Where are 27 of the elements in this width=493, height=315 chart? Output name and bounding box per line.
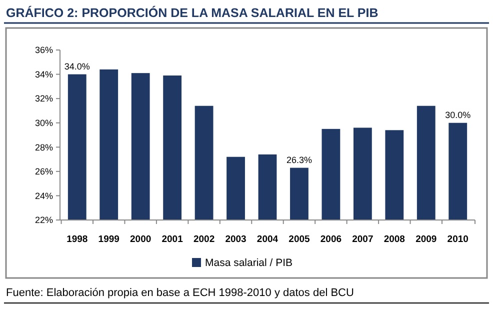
x-tick-label: 2007 (352, 234, 374, 245)
x-tick-label: 2008 (384, 234, 405, 245)
x-tick-label: 1998 (66, 234, 88, 245)
y-tick-label: 24% (34, 190, 53, 201)
x-tick-label: 1999 (98, 234, 120, 245)
legend-label: Masa salarial / PIB (205, 257, 293, 269)
data-label: 30.0% (445, 110, 471, 120)
x-tick-label: 2001 (162, 234, 184, 245)
x-tick-label: 2006 (320, 234, 342, 245)
data-label: 34.0% (64, 61, 90, 72)
y-tick-label: 22% (34, 215, 53, 226)
chart-title: GRÁFICO 2: PROPORCIÓN DE LA MASA SALARIAL EN EL PIB (6, 5, 378, 20)
x-tick-label: 2003 (225, 234, 246, 245)
x-tick-label: 2000 (130, 234, 152, 245)
y-tick-label: 32% (34, 94, 53, 104)
y-tick-label: 28% (34, 142, 53, 152)
y-tick-label: 36% (34, 45, 53, 56)
x-tick-label: 2004 (256, 234, 279, 245)
x-tick-label: 2010 (447, 234, 468, 245)
data-label: 26.3% (286, 154, 312, 165)
y-tick-label: 34% (34, 69, 53, 80)
x-tick-label: 2005 (288, 234, 311, 245)
x-tick-label: 2009 (416, 234, 437, 245)
x-tick-label: 2002 (193, 234, 215, 245)
y-tick-label: 30% (34, 118, 53, 128)
y-tick-label: 26% (34, 166, 53, 177)
source-note: Fuente: Elaboración propia en base a ECH 1998-2010 y datos del BCU (6, 287, 354, 299)
